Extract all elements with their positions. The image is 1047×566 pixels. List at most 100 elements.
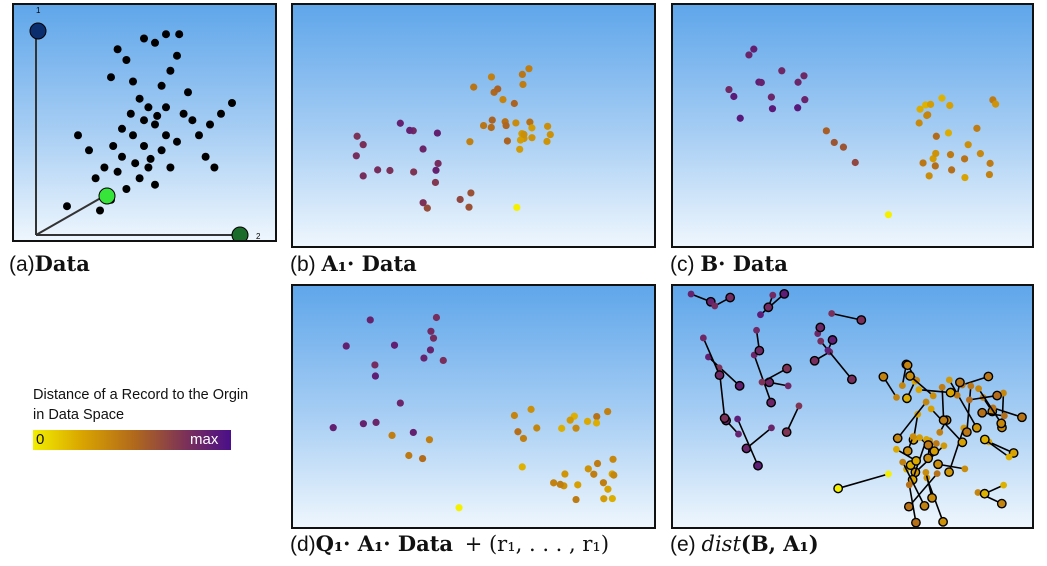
data-point: [162, 131, 170, 140]
data-point-ringed: [847, 374, 857, 385]
data-point: [961, 465, 969, 473]
data-point: [817, 337, 825, 345]
data-point: [151, 180, 159, 189]
data-point: [916, 434, 924, 442]
data-point: [329, 424, 337, 432]
data-point: [113, 167, 122, 176]
data-point: [892, 445, 900, 453]
data-point-ringed: [725, 292, 736, 303]
data-point: [753, 326, 760, 334]
data-point: [113, 45, 122, 54]
data-point: [427, 327, 435, 335]
data-point: [960, 155, 969, 163]
data-point-ringed: [902, 360, 913, 371]
distance-line: [897, 401, 927, 439]
data-point: [129, 131, 137, 140]
axis-endpoint-1: [29, 22, 47, 40]
data-point-ringed: [902, 393, 912, 404]
data-point: [961, 173, 969, 182]
data-point: [784, 382, 792, 390]
data-point: [526, 118, 534, 126]
caption-a: (a)Data: [9, 252, 90, 277]
data-point: [936, 428, 944, 436]
data-point: [420, 354, 428, 362]
caption-e-math: (B, A₁): [740, 531, 819, 556]
data-point: [423, 204, 431, 212]
data-point: [931, 162, 939, 170]
caption-c: (c) B· Data: [670, 252, 788, 277]
data-point: [923, 111, 931, 120]
data-point: [794, 104, 802, 112]
data-point: [922, 398, 930, 406]
data-point: [916, 105, 924, 113]
data-point: [905, 481, 913, 489]
distance-line: [918, 388, 951, 394]
data-point: [135, 174, 144, 183]
data-point: [938, 94, 946, 102]
data-point-ringed: [1017, 412, 1027, 423]
data-point: [173, 51, 181, 60]
data-point: [736, 114, 744, 122]
data-point: [822, 127, 830, 135]
data-point: [470, 83, 478, 91]
data-point-ringed: [782, 363, 792, 374]
data-point-ringed: [933, 459, 943, 470]
caption-d-extra: + (r₁, . . . , r₁): [464, 532, 610, 556]
distance-line: [930, 408, 963, 443]
data-point: [566, 416, 574, 424]
data-point: [915, 386, 923, 394]
data-point: [503, 137, 512, 145]
data-point-ringed: [905, 371, 915, 381]
data-point: [543, 137, 551, 146]
data-point: [750, 45, 758, 53]
data-point-ringed: [923, 453, 934, 464]
data-point: [406, 126, 414, 134]
data-point: [893, 393, 900, 401]
data-point: [929, 392, 937, 400]
data-point: [488, 116, 496, 124]
data-point: [550, 479, 558, 487]
data-point: [514, 428, 522, 436]
data-point: [512, 119, 520, 127]
data-point: [519, 434, 528, 443]
data-point: [574, 481, 582, 489]
data-point: [610, 471, 618, 479]
data-point: [188, 116, 197, 125]
data-point-ringed: [919, 500, 930, 511]
data-point: [173, 137, 181, 146]
data-point: [572, 424, 580, 432]
panel-c: [671, 3, 1034, 248]
axis-line-highlight: [35, 194, 107, 236]
data-point: [964, 141, 972, 149]
data-point: [768, 424, 775, 432]
data-point: [919, 159, 927, 167]
data-point: [374, 166, 382, 174]
distance-line: [837, 473, 889, 490]
data-point: [433, 129, 442, 137]
data-point-ringed: [983, 371, 994, 382]
data-point-ringed: [892, 433, 903, 444]
data-point: [556, 480, 564, 489]
distance-line: [966, 385, 972, 433]
data-point: [140, 142, 148, 150]
data-point: [608, 494, 616, 503]
caption-e-func: dist: [701, 532, 741, 556]
data-point: [527, 405, 535, 413]
data-point: [929, 155, 937, 163]
distance-line: [948, 427, 965, 473]
data-point: [974, 489, 982, 496]
data-point: [725, 85, 733, 94]
data-point: [439, 356, 447, 365]
data-point: [175, 30, 184, 39]
data-point: [129, 77, 137, 86]
data-point: [390, 341, 399, 349]
distance-line: [759, 293, 785, 316]
data-point: [520, 130, 528, 139]
data-point: [544, 122, 552, 130]
data-point: [118, 124, 126, 133]
distance-line: [941, 387, 945, 421]
panel-b: [291, 3, 656, 248]
data-point: [425, 436, 434, 444]
data-point: [418, 454, 427, 463]
data-point: [184, 88, 192, 97]
